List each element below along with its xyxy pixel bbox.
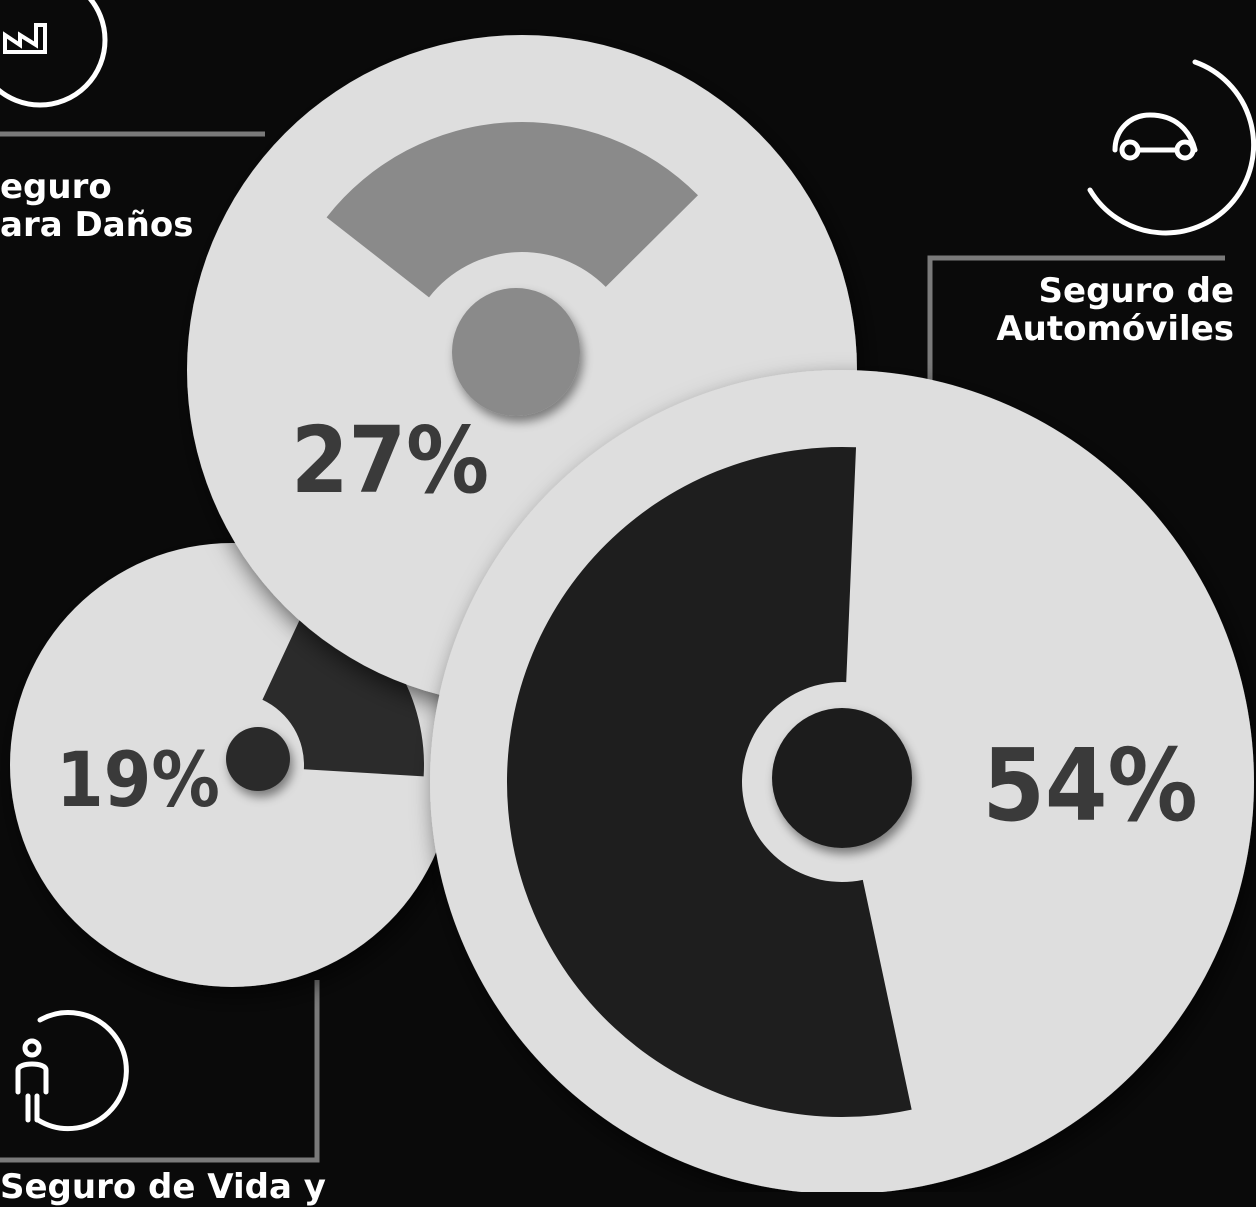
connector-lines (0, 131, 1225, 1163)
pie-slice-vida (262, 590, 424, 777)
value-label-danos: 27% (291, 407, 489, 514)
category-label-autos: Seguro de Automóviles (996, 271, 1234, 349)
pie-slice-danos (326, 121, 698, 298)
hub-danos (452, 288, 580, 416)
pie-disc-vida: 19% (10, 543, 454, 987)
factory-icon (0, 0, 108, 108)
value-label-autos: 54% (982, 727, 1197, 844)
value-label-vida: 19% (56, 735, 220, 824)
hub-autos (772, 708, 912, 848)
car-icon (1087, 59, 1256, 236)
hub-vida (226, 727, 290, 791)
connector-vida (0, 980, 320, 1163)
category-label-vida: Seguro de Vida y (0, 1167, 326, 1207)
pie-disc-autos: 54% (430, 370, 1254, 1192)
category-label-danos: eguro ara Daños (0, 167, 194, 245)
connector-autos (927, 255, 1225, 380)
person-icon (15, 1010, 129, 1132)
pie-slice-autos (506, 447, 912, 1117)
